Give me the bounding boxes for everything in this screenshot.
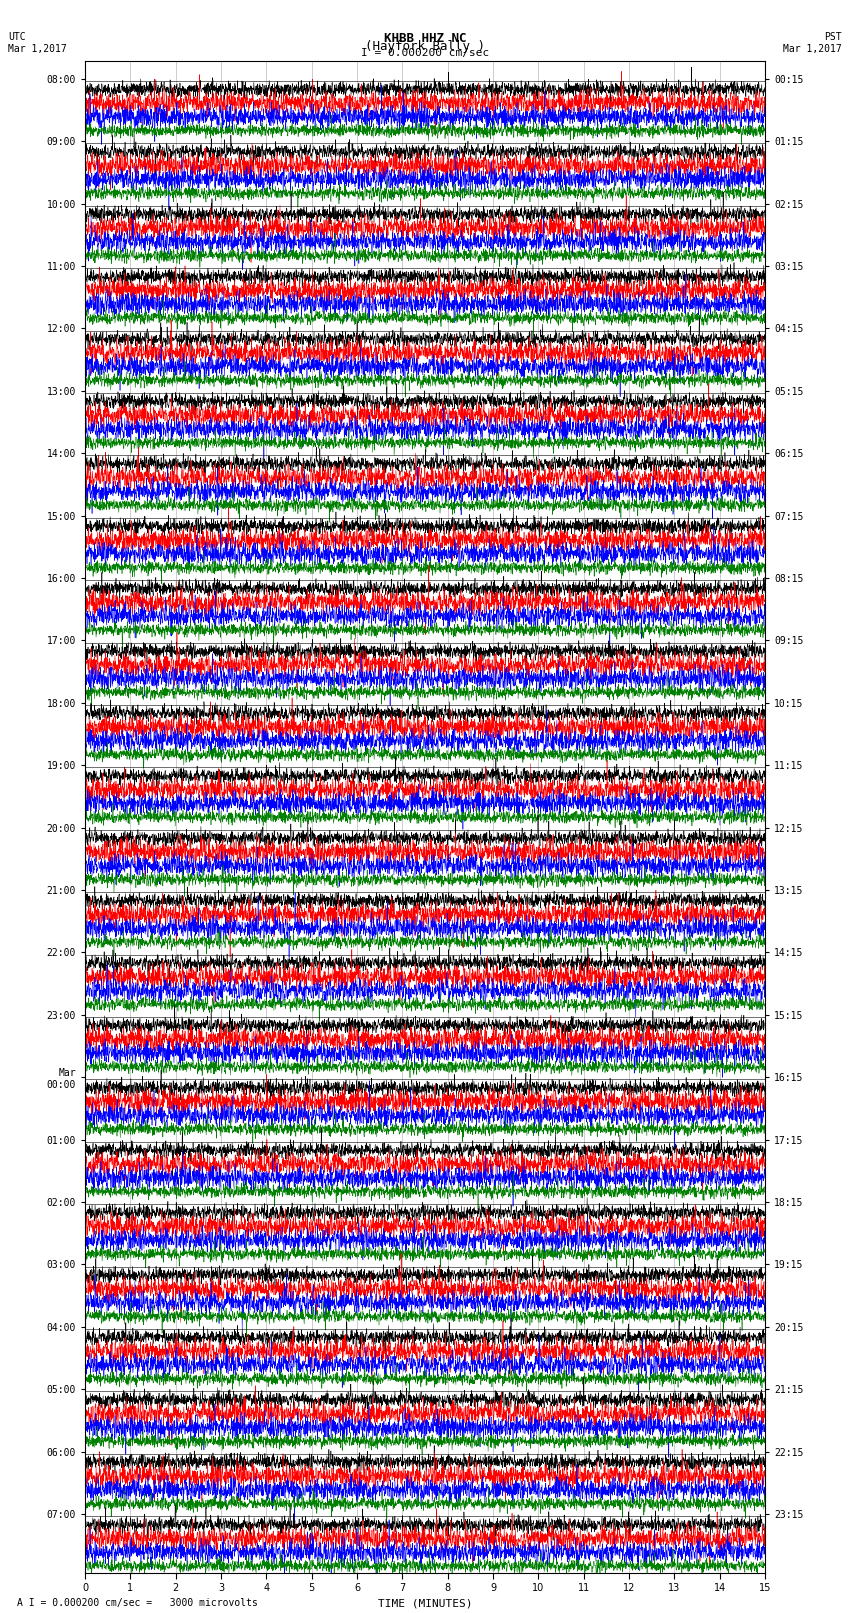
Text: KHBB HHZ NC: KHBB HHZ NC bbox=[383, 32, 467, 45]
Text: PST
Mar 1,2017: PST Mar 1,2017 bbox=[783, 32, 842, 53]
X-axis label: TIME (MINUTES): TIME (MINUTES) bbox=[377, 1598, 473, 1608]
Text: A I = 0.000200 cm/sec =   3000 microvolts: A I = 0.000200 cm/sec = 3000 microvolts bbox=[17, 1598, 258, 1608]
Text: I = 0.000200 cm/sec: I = 0.000200 cm/sec bbox=[361, 48, 489, 58]
Text: (Hayfork Bally ): (Hayfork Bally ) bbox=[365, 40, 485, 53]
Text: UTC
Mar 1,2017: UTC Mar 1,2017 bbox=[8, 32, 67, 53]
